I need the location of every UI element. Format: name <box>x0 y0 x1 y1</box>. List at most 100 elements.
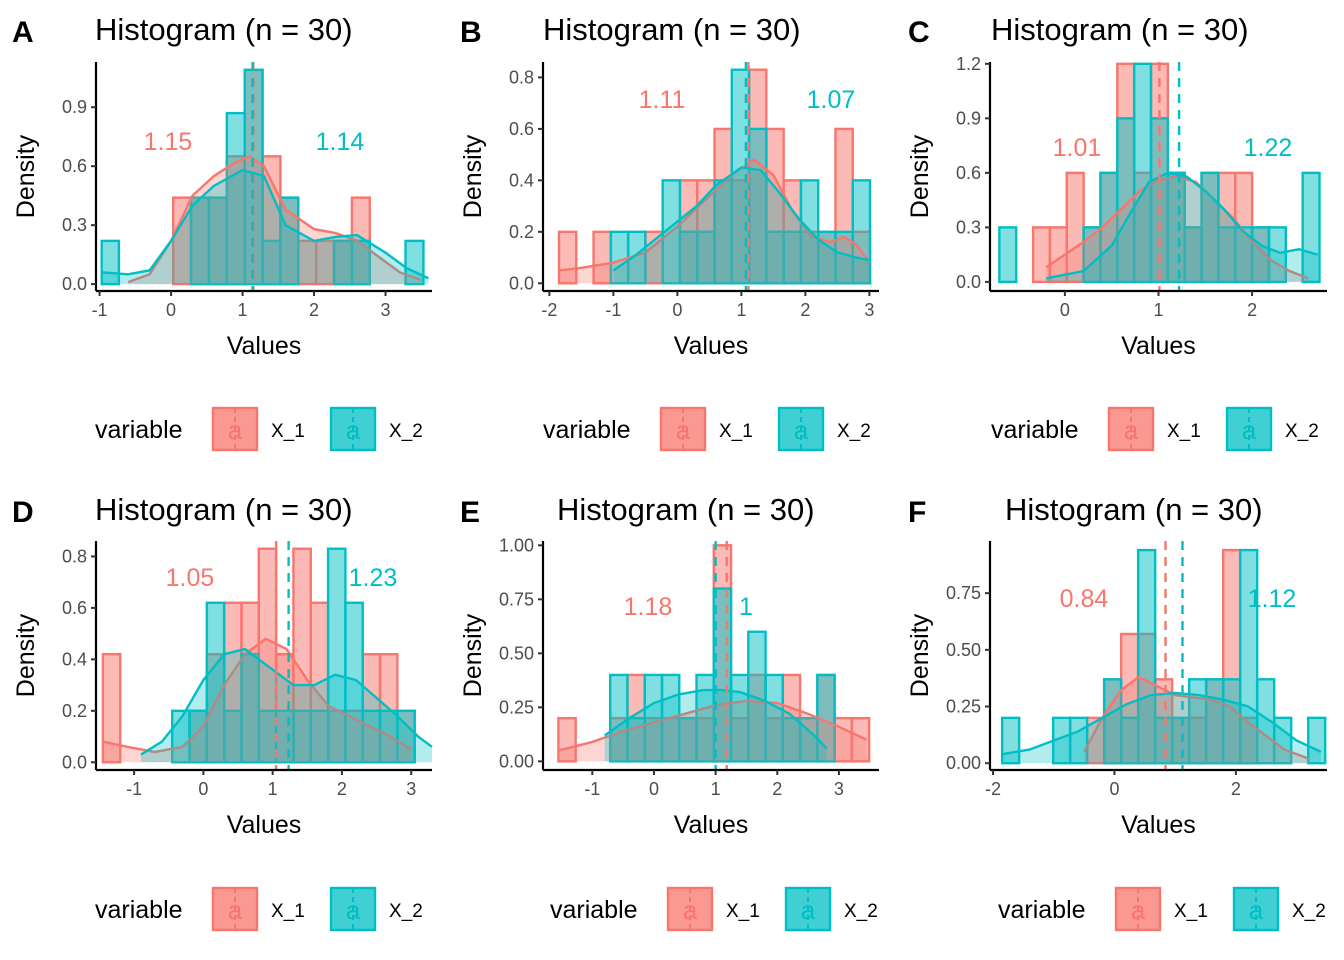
y-tick-label: 0.9 <box>956 108 981 128</box>
x-axis-title: Values <box>1121 332 1196 360</box>
y-tick-label: 0.00 <box>946 753 981 773</box>
hist-bar <box>998 226 1018 284</box>
legend: variable a X_1 a X_2 <box>95 406 423 452</box>
legend-item-x2: a X_2 <box>784 886 878 932</box>
mean-label-x1: 0.84 <box>1060 585 1109 613</box>
legend-item-x1: a X_1 <box>666 886 760 932</box>
y-tick-label: 0.4 <box>509 170 534 190</box>
y-tick-label: 0.75 <box>946 583 981 603</box>
x-tick-label: 0 <box>198 779 208 799</box>
chart-title: Histogram (n = 30) <box>95 492 353 527</box>
y-axis-title: Density <box>12 134 40 218</box>
x-tick-label: 1 <box>238 300 248 320</box>
hist-x2 <box>998 62 1321 284</box>
panel-a: A Histogram (n = 30) 1.15 1.14 0.0 0.3 0.6 0.9 -… <box>12 12 432 452</box>
x-tick-label: 2 <box>772 779 782 799</box>
mean-label-x2: 1 <box>739 593 753 621</box>
y-tick-label: 0.3 <box>62 215 87 235</box>
legend-item-x1: a X_1 <box>1107 406 1201 452</box>
hist-bar <box>850 716 871 763</box>
y-tick-label: 0.50 <box>499 643 534 663</box>
panel-e: E Histogram (n = 30) 1.18 1 0.00 0.25 0.50 0.75… <box>459 492 879 932</box>
legend-key-glyph: a <box>1124 415 1139 445</box>
density-area-x2 <box>1002 692 1321 764</box>
y-tick-label: 0.2 <box>509 222 534 242</box>
x-tick-label: 0 <box>672 300 682 320</box>
hist-bar <box>101 653 122 764</box>
hist-bar <box>279 196 300 286</box>
x-tick-label: -1 <box>126 779 142 799</box>
legend-item-x1: a X_1 <box>1114 886 1208 932</box>
hist-bar <box>350 239 372 286</box>
y-tick-label: 0.00 <box>499 751 534 771</box>
legend-title: variable <box>543 416 631 444</box>
panel-f: F Histogram (n = 30) 0.84 1.12 0.00 0.25 0.50 0… <box>906 492 1327 932</box>
y-tick-label: 0.4 <box>62 649 87 669</box>
density-line-x1 <box>1045 175 1309 280</box>
x-tick-label: 0 <box>166 300 176 320</box>
legend-label: X_1 <box>1174 901 1208 922</box>
density-area-x2 <box>101 170 429 285</box>
legend-item-x1: a X_1 <box>659 406 753 452</box>
y-axis-title: Density <box>459 613 487 697</box>
x-tick-label: 2 <box>309 300 319 320</box>
x-tick-label: -2 <box>541 300 557 320</box>
y-tick-label: 0.25 <box>499 697 534 717</box>
hist-bar <box>205 601 226 764</box>
legend-key-glyph: a <box>1249 895 1264 925</box>
x-tick-label: 2 <box>1231 779 1241 799</box>
chart-title: Histogram (n = 30) <box>1005 492 1263 527</box>
legend-item-x2: a X_2 <box>329 886 423 932</box>
y-axis-title: Density <box>906 613 934 697</box>
y-tick-label: 0.6 <box>62 598 87 618</box>
legend-label: X_2 <box>837 421 871 442</box>
x-tick-label: 3 <box>381 300 391 320</box>
x-tick-label: 3 <box>406 779 416 799</box>
x-axis-title: Values <box>674 811 749 839</box>
mean-label-x2: 1.23 <box>349 564 398 592</box>
density-line-x2 <box>1045 171 1318 280</box>
mean-label-x2: 1.14 <box>316 128 365 156</box>
x-tick-label: 1 <box>736 300 746 320</box>
y-tick-label: 0.6 <box>62 156 87 176</box>
legend-label: X_1 <box>271 421 305 442</box>
x-tick-label: 3 <box>834 779 844 799</box>
legend-label: X_1 <box>271 901 305 922</box>
panel-tag: E <box>460 496 480 529</box>
legend-item-x1: a X_1 <box>211 886 305 932</box>
y-tick-label: 0.9 <box>62 97 87 117</box>
legend-key-glyph: a <box>676 415 691 445</box>
x-tick-label: 1 <box>268 779 278 799</box>
hist-x2 <box>609 587 836 763</box>
x-tick-label: 3 <box>864 300 874 320</box>
x-axis-title: Values <box>227 811 302 839</box>
legend-item-x2: a X_2 <box>1232 886 1326 932</box>
density-line-x2 <box>140 647 433 756</box>
panel-tag: B <box>460 16 482 49</box>
legend-item-x1: a X_1 <box>211 406 305 452</box>
density-area-x1 <box>102 638 412 763</box>
y-tick-label: 1.00 <box>499 535 534 555</box>
legend-key <box>777 406 825 452</box>
legend-key-glyph: a <box>683 895 698 925</box>
x-tick-label: 0 <box>1060 300 1070 320</box>
mean-label-x1: 1.18 <box>624 593 673 621</box>
legend-title: variable <box>95 416 183 444</box>
x-axis-title: Values <box>674 332 749 360</box>
mean-label-x2: 1.22 <box>1244 134 1293 162</box>
chart-title: Histogram (n = 30) <box>557 492 815 527</box>
x-axis-title: Values <box>1121 811 1196 839</box>
legend-key-glyph: a <box>1242 415 1257 445</box>
y-tick-label: 0.0 <box>62 752 87 772</box>
x-tick-label: 1 <box>711 779 721 799</box>
density-line-x1 <box>558 158 871 272</box>
x-tick-label: -1 <box>584 779 600 799</box>
y-axis-title: Density <box>906 134 934 218</box>
y-axis-title: Density <box>12 613 40 697</box>
y-tick-label: 0.8 <box>62 546 87 566</box>
chart-title: Histogram (n = 30) <box>95 12 353 47</box>
density-line-x2 <box>612 166 870 272</box>
legend-title: variable <box>998 896 1086 924</box>
x-tick-label: 0 <box>649 779 659 799</box>
legend-label: X_2 <box>389 421 423 442</box>
